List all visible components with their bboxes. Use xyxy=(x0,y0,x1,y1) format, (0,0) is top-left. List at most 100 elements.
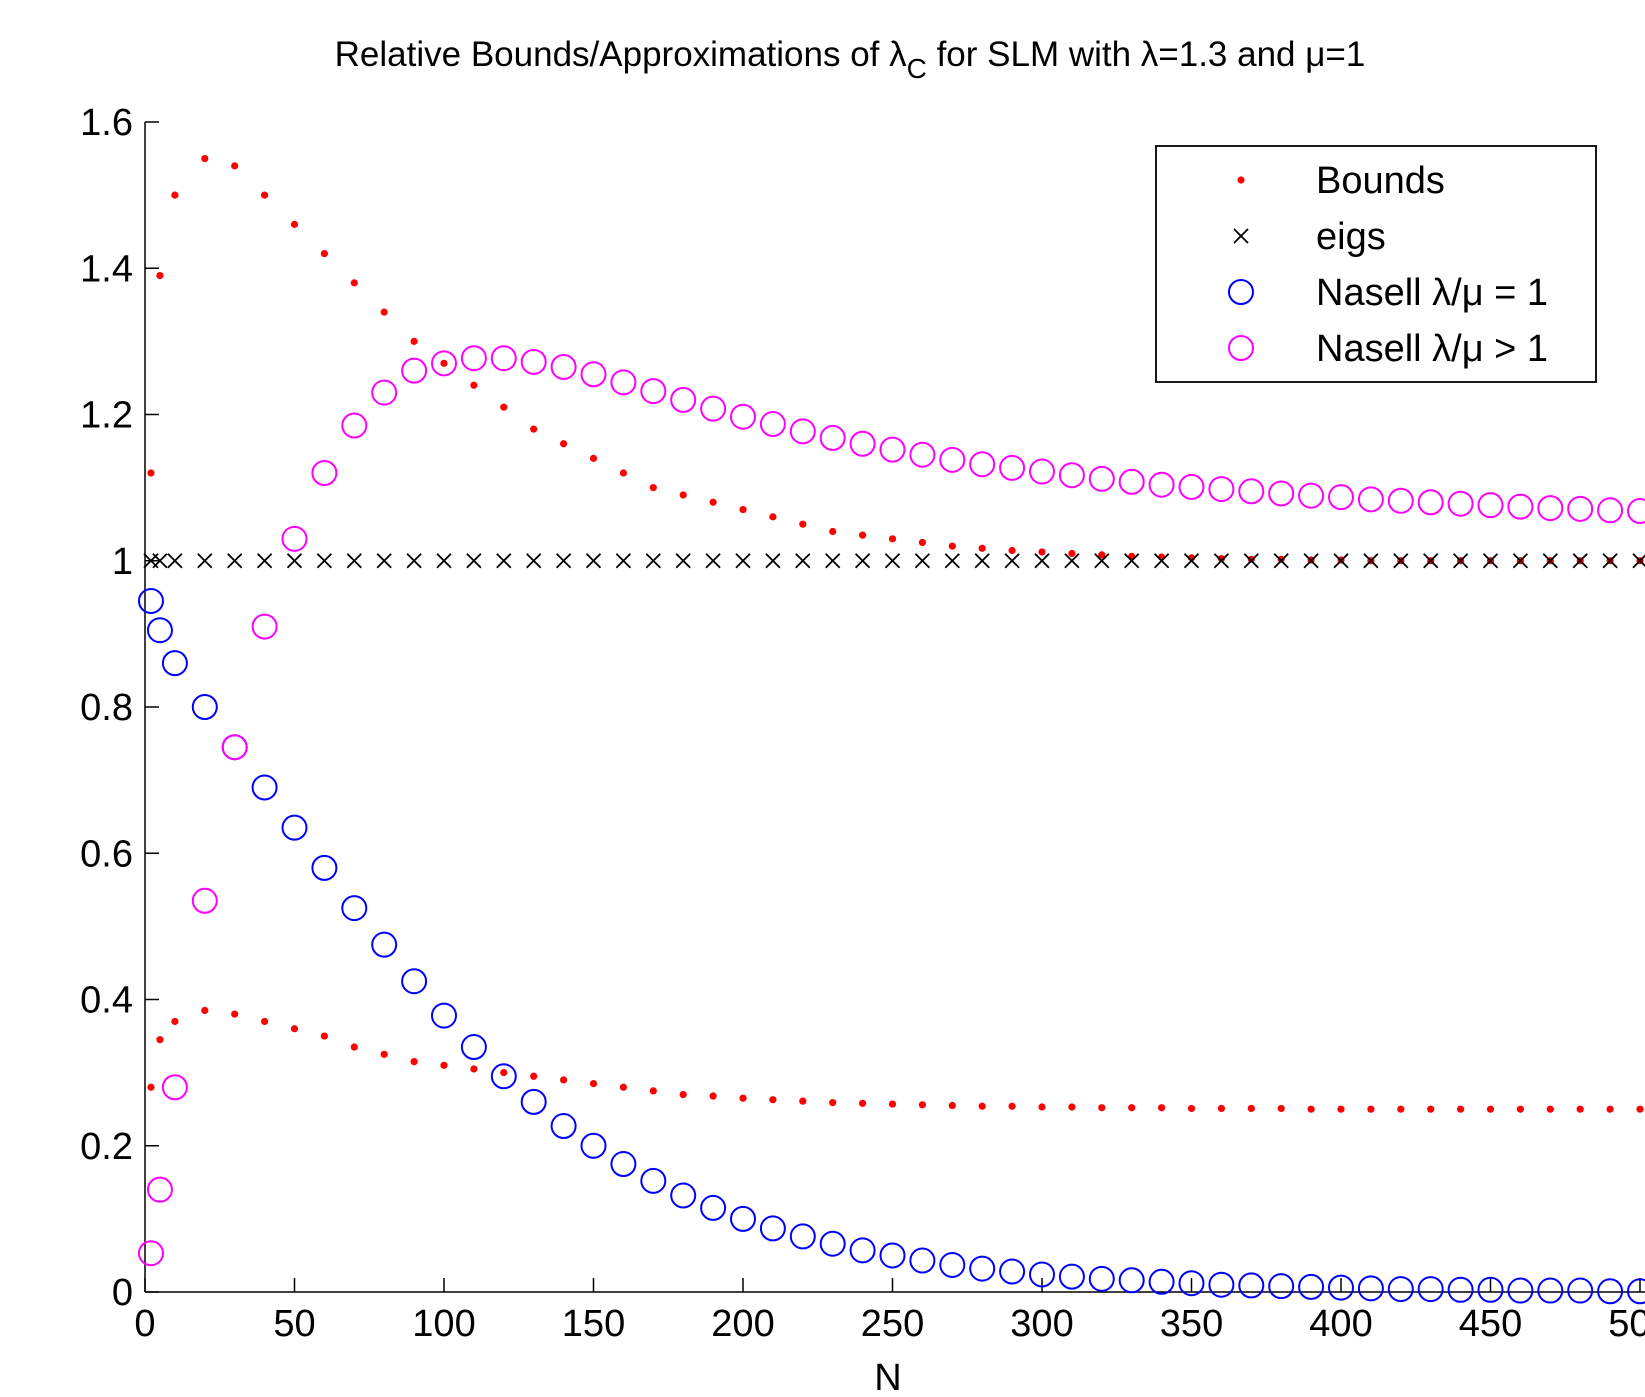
data-point xyxy=(1058,462,1085,489)
data-point xyxy=(795,553,811,569)
data-point xyxy=(1357,1275,1384,1302)
data-point xyxy=(1452,553,1469,569)
data-point xyxy=(1298,482,1325,509)
data-point xyxy=(580,1132,607,1159)
data-point xyxy=(675,553,691,569)
data-point xyxy=(879,436,906,463)
data-point xyxy=(560,1076,568,1084)
data-point xyxy=(286,553,303,569)
data-point xyxy=(1576,1105,1584,1113)
legend-marker xyxy=(1228,279,1254,305)
data-point xyxy=(640,378,667,405)
data-point xyxy=(939,1251,966,1278)
data-point xyxy=(555,553,572,569)
data-point xyxy=(1068,1103,1076,1111)
data-point xyxy=(1337,1105,1345,1113)
data-point xyxy=(1094,553,1110,569)
x-axis-label: N xyxy=(874,1357,901,1397)
data-point xyxy=(914,553,931,569)
y-tick-label: 0.6 xyxy=(80,833,133,875)
data-point xyxy=(137,587,164,614)
data-point xyxy=(819,1230,846,1257)
data-point xyxy=(759,411,786,438)
data-point xyxy=(610,369,637,396)
data-point xyxy=(948,1101,956,1110)
data-point xyxy=(944,553,960,569)
data-point xyxy=(1427,1105,1435,1113)
data-point xyxy=(152,553,168,569)
data-point xyxy=(789,418,816,445)
series-4 xyxy=(137,345,1645,1267)
data-point xyxy=(436,553,452,569)
data-point xyxy=(320,1032,328,1040)
data-point xyxy=(1088,1265,1115,1292)
data-point xyxy=(371,379,398,406)
data-point xyxy=(1537,495,1564,522)
data-point xyxy=(1363,553,1379,569)
data-point xyxy=(380,308,388,316)
data-point xyxy=(799,520,807,528)
data-point xyxy=(1217,554,1225,563)
data-point xyxy=(854,553,871,569)
y-tick-label: 1.6 xyxy=(80,102,133,144)
data-point xyxy=(1387,1276,1414,1303)
data-point xyxy=(974,553,990,569)
data-point xyxy=(849,1237,876,1264)
data-point xyxy=(380,1050,388,1058)
data-point xyxy=(909,441,936,468)
x-tick-label: 350 xyxy=(1160,1303,1223,1345)
data-point xyxy=(888,1100,897,1108)
data-point xyxy=(1004,553,1020,569)
data-point xyxy=(201,154,209,163)
data-point xyxy=(1387,487,1414,514)
data-point xyxy=(1512,553,1529,569)
data-point xyxy=(1058,1263,1085,1290)
data-point xyxy=(440,1061,448,1069)
data-point xyxy=(530,425,538,433)
series-2 xyxy=(143,553,1645,569)
y-tick-label: 1.2 xyxy=(80,395,133,437)
data-point xyxy=(311,854,338,881)
data-point xyxy=(1213,553,1230,569)
x-tick-label: 400 xyxy=(1309,1303,1372,1345)
data-point xyxy=(520,1088,547,1115)
legend-label: Bounds xyxy=(1316,160,1445,202)
data-point xyxy=(619,469,628,477)
data-point xyxy=(1064,553,1080,569)
legend-marker xyxy=(1233,228,1249,244)
data-point xyxy=(1247,555,1255,563)
data-point xyxy=(1148,1268,1175,1295)
data-point xyxy=(948,542,956,550)
data-point xyxy=(918,1101,927,1109)
data-point xyxy=(431,1002,457,1029)
data-point xyxy=(1034,553,1050,569)
data-point xyxy=(281,814,308,841)
data-point xyxy=(251,774,278,801)
data-point xyxy=(231,1010,239,1018)
data-point xyxy=(431,350,457,377)
data-point xyxy=(1008,1102,1016,1110)
data-point xyxy=(879,1242,906,1269)
data-point xyxy=(1597,497,1624,524)
data-point xyxy=(167,553,183,569)
data-point xyxy=(1124,553,1140,569)
data-point xyxy=(1567,495,1594,522)
data-point xyxy=(470,1065,478,1073)
data-point xyxy=(789,1223,816,1250)
y-tick-label: 0.2 xyxy=(80,1126,133,1168)
data-point xyxy=(645,553,661,569)
data-point xyxy=(410,1058,418,1066)
y-tick-label: 0.8 xyxy=(80,687,133,729)
data-point xyxy=(1328,1274,1354,1301)
data-point xyxy=(969,451,996,478)
x-tick-label: 500 xyxy=(1608,1303,1645,1345)
data-point xyxy=(470,381,478,389)
data-point xyxy=(221,734,248,761)
data-point xyxy=(739,1094,747,1102)
chart-title: Relative Bounds/Approximations of λC for… xyxy=(335,35,1366,84)
data-point xyxy=(670,386,697,413)
data-point xyxy=(615,553,632,569)
data-point xyxy=(859,1099,867,1107)
series-3 xyxy=(137,587,1645,1305)
data-point xyxy=(765,553,781,569)
